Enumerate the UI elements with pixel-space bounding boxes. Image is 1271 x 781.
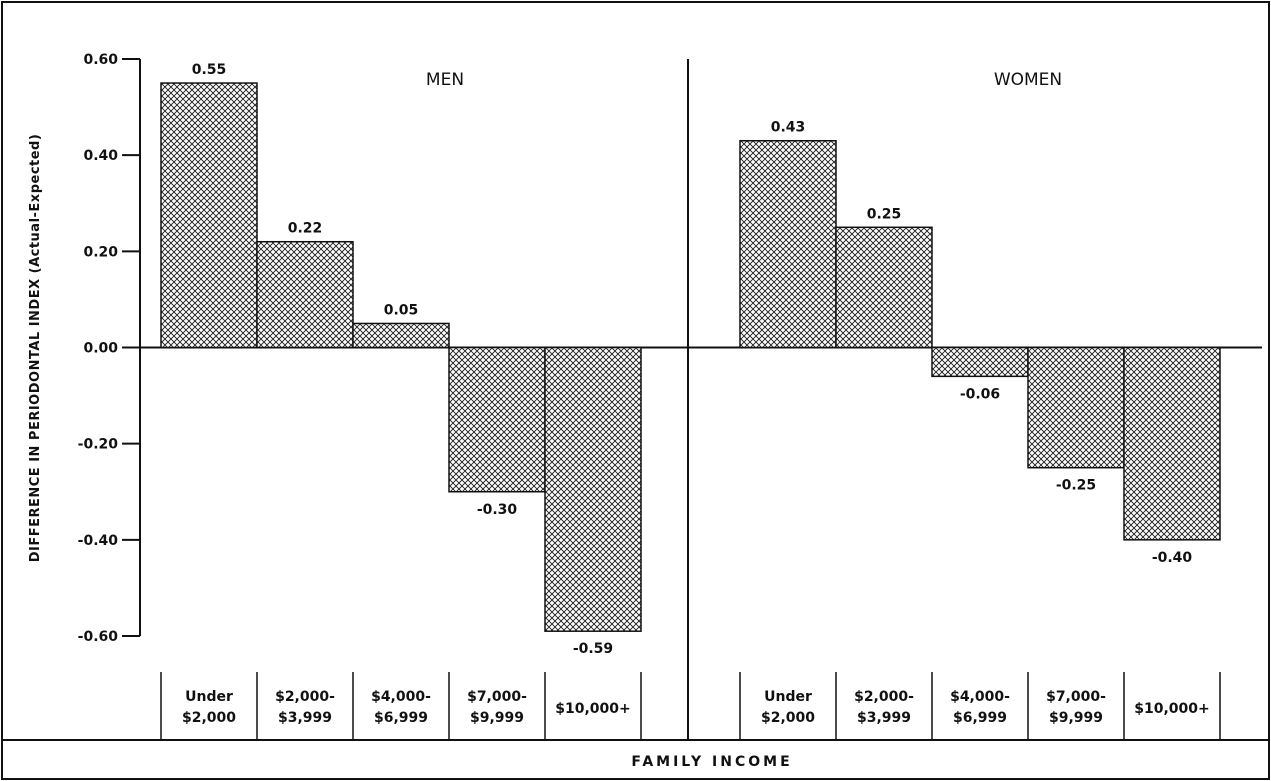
category-label: $2,000- — [854, 689, 914, 705]
data-label: -0.30 — [477, 502, 518, 518]
data-label: -0.06 — [960, 386, 1000, 402]
y-axis-title: DIFFERENCE IN PERIODONTAL INDEX (Actual-… — [28, 134, 43, 563]
bar — [1027, 346, 1125, 469]
y-tick-label: 0.40 — [83, 148, 118, 164]
category-label: $6,999 — [953, 710, 1007, 726]
y-tick-label: 0.20 — [83, 244, 118, 260]
data-label: -0.40 — [1152, 550, 1193, 566]
category-label: $4,000- — [371, 689, 431, 705]
bar — [739, 139, 837, 349]
data-label: 0.43 — [771, 120, 806, 136]
bar — [160, 82, 258, 349]
category-label: $9,999 — [1049, 710, 1103, 726]
bar — [931, 346, 1029, 378]
y-tick-label: 0.00 — [83, 341, 118, 357]
category-label: $3,999 — [857, 710, 911, 726]
data-label: 0.25 — [867, 206, 902, 222]
data-label: 0.55 — [192, 62, 227, 78]
y-tick-label: -0.60 — [78, 629, 119, 645]
category-label: $6,999 — [374, 710, 428, 726]
category-label: $2,000 — [182, 710, 236, 726]
panel-title: WOMEN — [994, 70, 1062, 90]
data-label: 0.05 — [384, 302, 419, 318]
category-label: Under — [185, 689, 233, 705]
category-label: $3,999 — [278, 710, 332, 726]
y-tick-label: -0.20 — [78, 437, 119, 453]
bar — [1123, 346, 1221, 541]
category-label: $7,000- — [467, 689, 527, 705]
category-label: $10,000+ — [1134, 701, 1210, 717]
x-axis-title: FAMILY INCOME — [631, 754, 792, 770]
panel-title: MEN — [426, 70, 464, 90]
data-label: -0.25 — [1056, 478, 1096, 494]
category-label: $7,000- — [1046, 689, 1106, 705]
bar — [544, 346, 642, 632]
category-label: $9,999 — [470, 710, 524, 726]
category-label: $10,000+ — [555, 701, 631, 717]
category-label: $2,000- — [275, 689, 335, 705]
bar — [352, 322, 450, 349]
bar — [835, 226, 933, 349]
data-label: -0.59 — [573, 641, 613, 657]
bar — [256, 240, 354, 349]
data-label: 0.22 — [288, 221, 323, 237]
category-label: Under — [764, 689, 812, 705]
y-tick-label: 0.60 — [83, 52, 118, 68]
category-label: $2,000 — [761, 710, 815, 726]
bar — [448, 346, 546, 493]
category-label: $4,000- — [950, 689, 1010, 705]
y-tick-label: -0.40 — [78, 533, 119, 549]
